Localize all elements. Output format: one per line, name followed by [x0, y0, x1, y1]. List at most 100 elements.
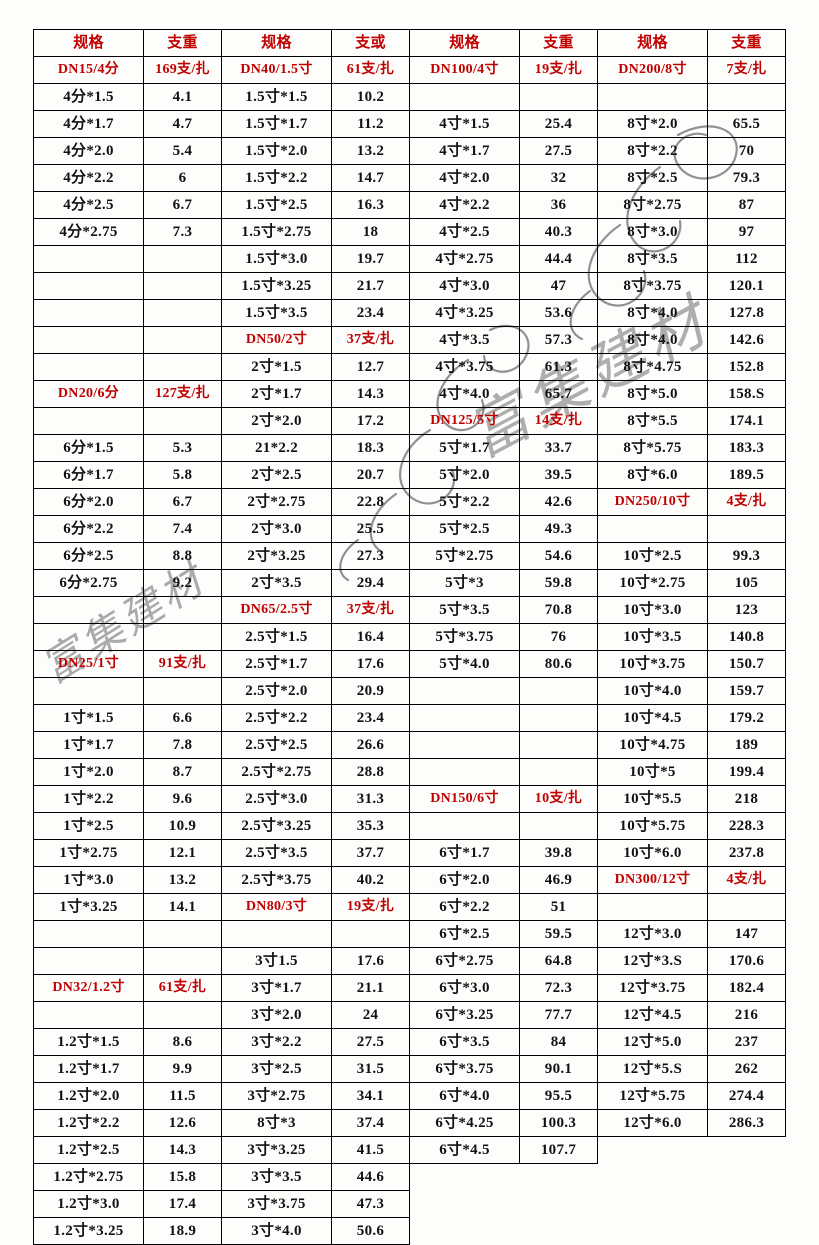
table-row: 6分*2.2 7.4 2寸*3.0 25.5 5寸*2.5 49.3: [33, 515, 786, 543]
table-cell-spec: 6分*1.7: [33, 461, 144, 489]
table-cell-outside: [598, 1218, 708, 1245]
table-cell-weight: 152.8: [707, 353, 786, 381]
table-cell-spec: 4寸*2.5: [409, 218, 520, 246]
table-row: 1.2寸*3.25 18.9 3寸*4.0 50.6: [33, 1217, 786, 1245]
table-row: 1.2寸*1.7 9.9 3寸*2.5 31.5 6寸*3.75 90.1 12寸*5.S 2…: [33, 1055, 786, 1083]
table-cell-weight: 7.4: [143, 515, 222, 543]
table-cell-spec: 21*2.2: [221, 434, 332, 462]
table-cell-spec: 3寸*2.0: [221, 1001, 332, 1029]
table-cell-spec: 12寸*5.S: [597, 1055, 708, 1083]
table-cell-spec: [409, 704, 520, 732]
table-cell-weight: 21.1: [331, 974, 410, 1002]
table-cell-spec: 2寸*3.5: [221, 569, 332, 597]
table-cell-weight: 10.9: [143, 812, 222, 840]
table-row: 4分*1.7 4.7 1.5寸*1.7 11.2 4寸*1.5 25.4 8寸*2.0 65.…: [33, 110, 786, 138]
table-cell-weight: 11.2: [331, 110, 410, 138]
table-cell-weight: 97: [707, 218, 786, 246]
table-cell-spec: 1.2寸*2.2: [33, 1109, 144, 1137]
table-cell-spec: 1.2寸*2.75: [33, 1163, 144, 1191]
table-cell-weight: 120.1: [707, 272, 786, 300]
table-cell-spec: 1.2寸*2.5: [33, 1136, 144, 1164]
table-cell-spec: 4分*2.75: [33, 218, 144, 246]
table-cell-spec: 6分*1.5: [33, 434, 144, 462]
table-cell-outside: [520, 1191, 598, 1218]
table-cell-weight: 39.8: [519, 839, 598, 867]
table-row: 1寸*3.0 13.2 2.5寸*3.75 40.2 6寸*2.0 46.9 DN300/1…: [33, 866, 786, 894]
table-cell-spec: 6分*2.2: [33, 515, 144, 543]
table-cell-weight: 44.4: [519, 245, 598, 273]
table-row: 1寸*2.2 9.6 2.5寸*3.0 31.3 DN150/6寸 10支/扎 10寸*5.…: [33, 785, 786, 813]
table-cell-weight: 100.3: [519, 1109, 598, 1137]
table-cell-spec: 10寸*4.75: [597, 731, 708, 759]
table-row: 1.5寸*3.25 21.7 4寸*3.0 47 8寸*3.75 120.1: [33, 272, 786, 300]
table-cell-spec: 10寸*6.0: [597, 839, 708, 867]
table-cell-spec: 8寸*2.2: [597, 137, 708, 165]
table-cell-weight: 13.2: [331, 137, 410, 165]
table-cell-spec: 4寸*1.7: [409, 137, 520, 165]
table-cell-spec: 6寸*2.75: [409, 947, 520, 975]
table-cell-spec: [33, 272, 144, 300]
column-header-weight: 支重: [519, 29, 598, 57]
table-row: DN15/4分 169支/扎 DN40/1.5寸 61支/扎 DN100/4寸 19支/扎…: [33, 56, 786, 84]
group-header-count: 61支/扎: [331, 56, 410, 84]
table-cell-spec: 1.5寸*3.0: [221, 245, 332, 273]
table-row: 1.2寸*2.2 12.6 8寸*3 37.4 6寸*4.25 100.3 12寸*6.0 2…: [33, 1109, 786, 1137]
table-cell-spec: 5寸*2.2: [409, 488, 520, 516]
table-cell-weight: [143, 299, 222, 327]
table-cell-weight: 112: [707, 245, 786, 273]
table-cell-weight: [143, 407, 222, 435]
table-cell-spec: 5寸*2.75: [409, 542, 520, 570]
table-cell-spec: 8寸*5.5: [597, 407, 708, 435]
table-cell-spec: 3寸*2.75: [221, 1082, 332, 1110]
table-row: 规格 支重 规格 支或 规格 支重 规格 支重: [33, 29, 786, 57]
table-cell-weight: 13.2: [143, 866, 222, 894]
table-cell-weight: 6.7: [143, 488, 222, 516]
table-cell-spec: 2.5寸*3.75: [221, 866, 332, 894]
table-cell-weight: 6.6: [143, 704, 222, 732]
table-cell-weight: 14.3: [143, 1136, 222, 1164]
table-cell-spec: 2寸*1.7: [221, 380, 332, 408]
table-cell-spec: 4寸*3.5: [409, 326, 520, 354]
table-cell-weight: 47: [519, 272, 598, 300]
table-cell-spec: 1寸*1.5: [33, 704, 144, 732]
table-cell-weight: 8.8: [143, 542, 222, 570]
table-cell-weight: 170.6: [707, 947, 786, 975]
table-cell-weight: [143, 353, 222, 381]
table-cell-weight: 7.8: [143, 731, 222, 759]
table-cell-weight: 76: [519, 623, 598, 651]
table-cell-weight: 51: [519, 893, 598, 921]
table-cell-spec: [409, 83, 520, 111]
table-cell-weight: 50.6: [331, 1217, 410, 1245]
table-cell-weight: [519, 731, 598, 759]
table-cell-weight: 27.3: [331, 542, 410, 570]
table-row: 2.5寸*1.5 16.4 5寸*3.75 76 10寸*3.5 140.8: [33, 623, 786, 651]
table-cell-weight: [519, 704, 598, 732]
table-row: 4分*2.2 6 1.5寸*2.2 14.7 4寸*2.0 32 8寸*2.5 79.3: [33, 164, 786, 192]
table-cell-weight: 199.4: [707, 758, 786, 786]
table-cell-spec: 4分*1.7: [33, 110, 144, 138]
table-cell-weight: 31.3: [331, 785, 410, 813]
table-cell-weight: 23.4: [331, 704, 410, 732]
table-row: 4分*1.5 4.1 1.5寸*1.5 10.2: [33, 83, 786, 111]
table-cell-spec: [33, 299, 144, 327]
group-header-count: 91支/扎: [143, 650, 222, 678]
table-cell-weight: 57.3: [519, 326, 598, 354]
table-cell-spec: 1寸*3.25: [33, 893, 144, 921]
table-cell-spec: 6寸*4.5: [409, 1136, 520, 1164]
table-cell-weight: 32: [519, 164, 598, 192]
group-header-spec: DN250/10寸: [597, 488, 708, 516]
table-cell-spec: 3寸*3.25: [221, 1136, 332, 1164]
table-cell-spec: [33, 326, 144, 354]
table-cell-weight: 95.5: [519, 1082, 598, 1110]
table-row: 6分*2.0 6.7 2寸*2.75 22.8 5寸*2.2 42.6 DN250/10寸 4…: [33, 488, 786, 516]
table-cell-weight: 14.3: [331, 380, 410, 408]
table-cell-weight: 159.7: [707, 677, 786, 705]
table-row: 1.2寸*1.5 8.6 3寸*2.2 27.5 6寸*3.5 84 12寸*5.0 237: [33, 1028, 786, 1056]
table-cell-spec: 1寸*2.5: [33, 812, 144, 840]
table-cell-weight: 237: [707, 1028, 786, 1056]
table-row: 1寸*1.5 6.6 2.5寸*2.2 23.4 10寸*4.5 179.2: [33, 704, 786, 732]
table-cell-weight: 84: [519, 1028, 598, 1056]
table-cell-spec: 3寸*4.0: [221, 1217, 332, 1245]
table-cell-spec: 6分*2.75: [33, 569, 144, 597]
table-cell-weight: 12.7: [331, 353, 410, 381]
